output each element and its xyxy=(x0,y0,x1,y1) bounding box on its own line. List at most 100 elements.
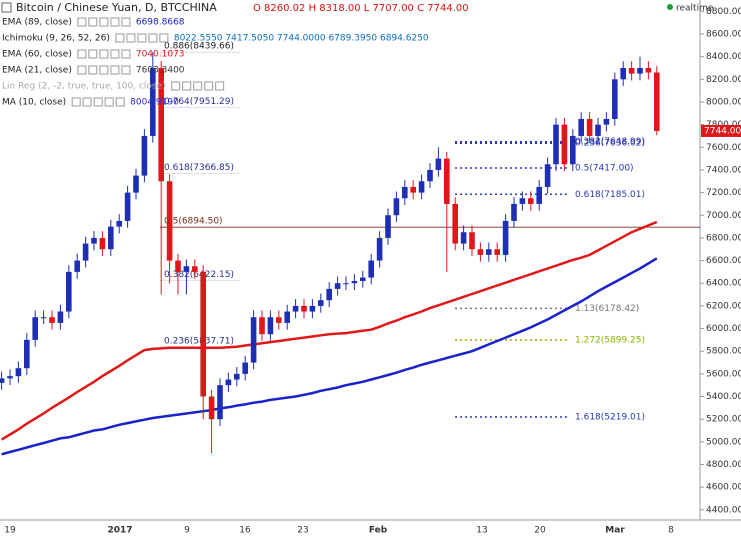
candle-body xyxy=(326,288,332,301)
candle-body xyxy=(301,305,307,312)
x-tick-label: Feb xyxy=(369,526,388,536)
indicator-button[interactable] xyxy=(104,97,114,107)
plot-area: 4400.00 4600.00 4800.00 5000.00 5200.00 5400.… xyxy=(0,7,741,536)
indicator-button[interactable] xyxy=(182,81,192,91)
y-tick-label: 5000.00 xyxy=(706,437,741,447)
candle-body xyxy=(217,385,223,420)
last-price-label: 7744.00 xyxy=(704,126,741,136)
indicator-button[interactable] xyxy=(193,81,203,91)
candle-body xyxy=(435,158,442,170)
collapse-button[interactable] xyxy=(1,2,12,13)
candle-body xyxy=(334,283,341,289)
indicator-button[interactable] xyxy=(93,97,103,107)
indicator-button[interactable] xyxy=(204,81,214,91)
indicator-button[interactable] xyxy=(215,81,225,91)
candle-body xyxy=(200,271,206,397)
y-tick-label: 8800.00 xyxy=(706,7,741,17)
candle-body xyxy=(418,181,425,193)
candle-body xyxy=(561,124,568,165)
candle-body xyxy=(40,317,47,319)
candle-body xyxy=(7,376,13,379)
status: realtime xyxy=(676,4,714,14)
indicator-button[interactable] xyxy=(137,33,147,43)
y-tick-label: 5800.00 xyxy=(706,347,741,357)
indicator-button[interactable] xyxy=(110,49,120,59)
y-tick-label: 5400.00 xyxy=(706,392,741,402)
indicator-button[interactable] xyxy=(99,49,109,59)
indicator-name: Lin Reg (2, -2, true, true, 100, close) xyxy=(2,82,166,92)
candle-body xyxy=(452,203,458,244)
candle-body xyxy=(376,237,383,261)
indicator-button[interactable] xyxy=(82,97,92,107)
indicator-button[interactable] xyxy=(148,33,158,43)
indicator-button[interactable] xyxy=(115,97,125,107)
indicator-button[interactable] xyxy=(121,17,131,27)
indicator-button[interactable] xyxy=(115,33,125,43)
candle-body xyxy=(511,203,517,221)
indicator-name: Ichimoku (9, 26, 52, 26) xyxy=(2,34,110,44)
candle-body xyxy=(91,237,97,244)
candle-body xyxy=(158,67,164,182)
candle-body xyxy=(536,186,542,204)
candle-body xyxy=(528,198,534,204)
candle-body xyxy=(276,317,282,323)
y-tick-label: 6400.00 xyxy=(706,279,741,289)
y-tick-label: 7000.00 xyxy=(706,211,741,221)
candle-body xyxy=(578,118,584,136)
indicator-button[interactable] xyxy=(77,17,87,27)
indicator-button[interactable] xyxy=(88,49,98,59)
indicator-value: 6698.8668 xyxy=(136,18,185,28)
indicator-line xyxy=(1,257,658,456)
candle-body xyxy=(116,220,122,227)
indicator-button[interactable] xyxy=(171,81,181,91)
candle-body xyxy=(259,317,265,335)
indicator-button[interactable] xyxy=(121,49,131,59)
indicator-value: 7040.1073 xyxy=(136,50,185,60)
candle-body xyxy=(133,175,139,193)
fib-label: 0.618(7185.01) xyxy=(575,190,645,200)
candle-body xyxy=(343,283,349,285)
y-tick-label: 7600.00 xyxy=(706,143,741,153)
indicator-button[interactable] xyxy=(121,65,131,75)
indicator-button[interactable] xyxy=(77,49,87,59)
y-tick-label: 4800.00 xyxy=(706,460,741,470)
y-tick-label: 6800.00 xyxy=(706,233,741,243)
candle-body xyxy=(460,232,467,244)
fib-label: 0.5(7417.00) xyxy=(575,164,634,174)
candle-body xyxy=(234,373,240,380)
candle-body xyxy=(192,266,198,272)
candle-body xyxy=(477,249,484,255)
indicator-value: 8004.9190 xyxy=(130,98,179,108)
candle-body xyxy=(393,198,400,216)
fib-label: 0.764(7951.29) xyxy=(164,97,234,107)
candle-body xyxy=(586,118,593,136)
fib-label: 0.236(7636.02) xyxy=(575,139,645,149)
last-price-tag xyxy=(701,124,741,137)
indicator-button[interactable] xyxy=(159,33,169,43)
candle-body xyxy=(267,317,274,335)
candle-body xyxy=(24,339,30,369)
indicator-button[interactable] xyxy=(99,17,109,27)
candle-body xyxy=(645,67,652,73)
y-tick-label: 7200.00 xyxy=(706,188,741,198)
indicator-button[interactable] xyxy=(88,65,98,75)
candle-body xyxy=(427,169,433,182)
indicator-button[interactable] xyxy=(71,97,81,107)
y-tick-label: 8400.00 xyxy=(706,52,741,62)
fib-label: 0.5(6894.50) xyxy=(164,217,223,227)
candle-body xyxy=(494,249,500,255)
candle-body xyxy=(66,271,72,312)
fib-label: 1.272(5899.25) xyxy=(575,335,645,345)
indicator-button[interactable] xyxy=(77,65,87,75)
x-tick-label: 2017 xyxy=(107,526,132,536)
candle-body xyxy=(620,67,626,80)
candle-body xyxy=(360,277,366,281)
indicator-button[interactable] xyxy=(99,65,109,75)
indicator-value: 7603.3400 xyxy=(136,66,185,76)
indicator-button[interactable] xyxy=(126,33,136,43)
indicator-button[interactable] xyxy=(110,17,120,27)
candle-body xyxy=(544,164,551,187)
indicator-button[interactable] xyxy=(88,17,98,27)
indicator-button[interactable] xyxy=(110,65,120,75)
candle-body xyxy=(570,135,576,165)
